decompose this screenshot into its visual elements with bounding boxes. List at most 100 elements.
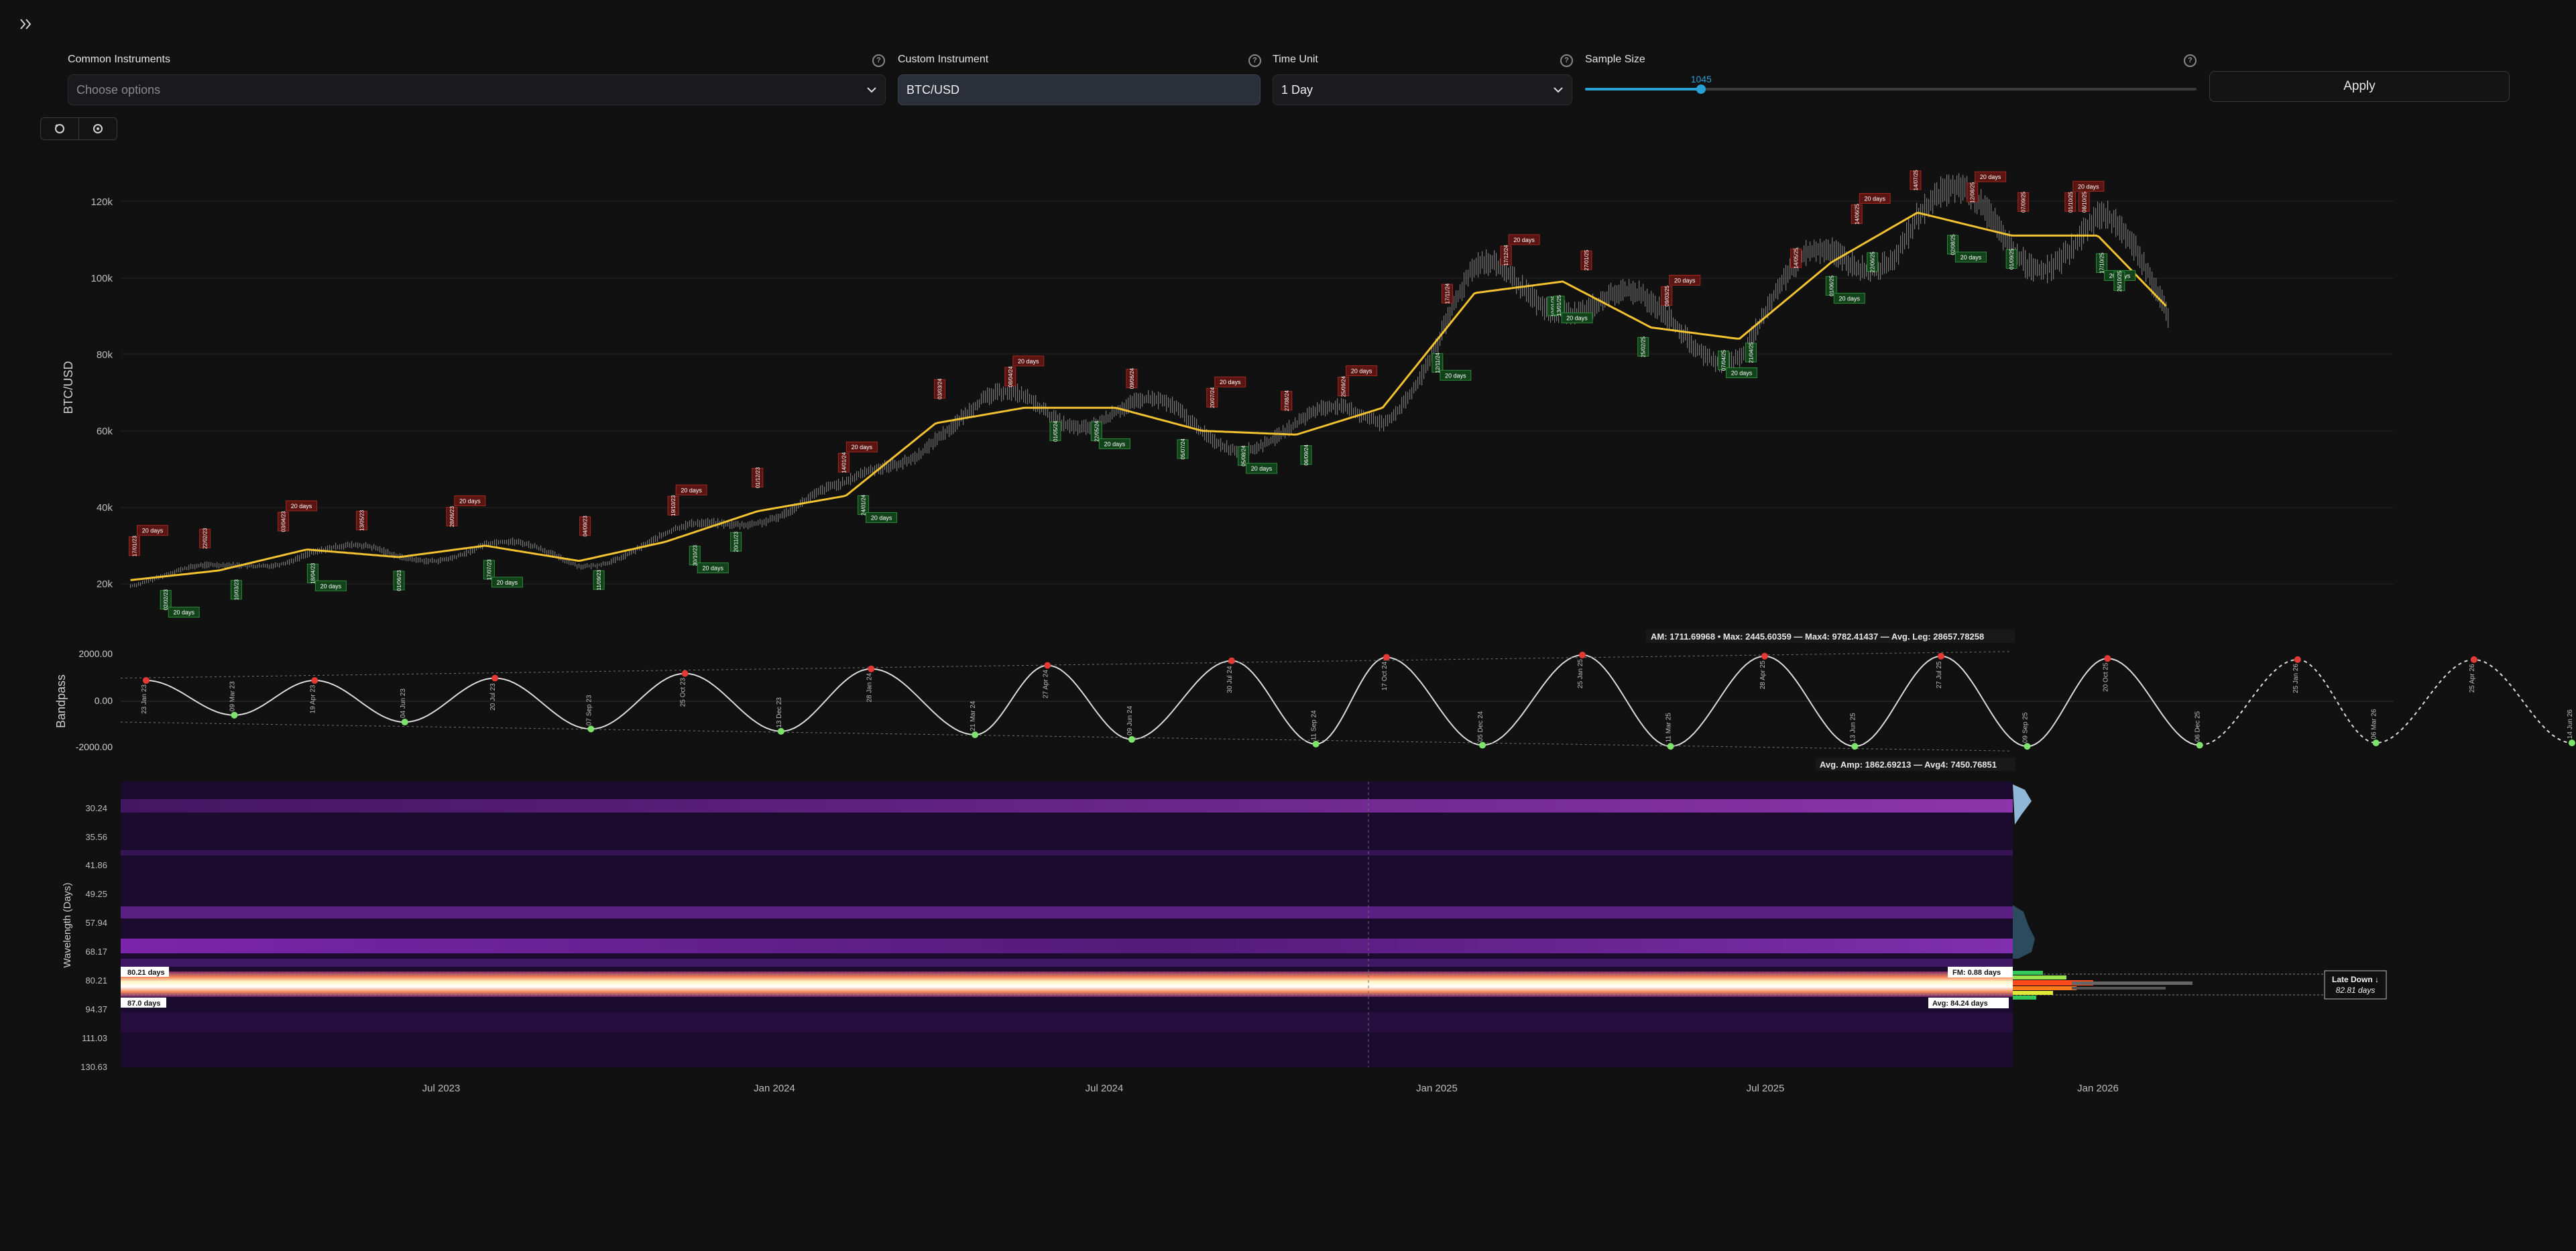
cycle-length-box (697, 562, 729, 574)
fm-label: FM: 0.88 days (1948, 967, 2013, 977)
cycle-date-text: 27/08/24 (1284, 390, 1290, 412)
bandpass-trough-point (401, 719, 408, 726)
common-instruments-select[interactable]: Choose options (68, 74, 886, 105)
bandpass-date-label: 09 Mar 23 (229, 681, 237, 711)
cycle-date-text: 04/09/23 (583, 516, 589, 537)
cycle-date-text: 17/01/23 (131, 536, 137, 557)
cycle-date-text: 14/07/25 (1913, 170, 1919, 191)
cycle-date-text: 25/09/24 (1341, 375, 1347, 397)
cycle-length-box (1098, 438, 1130, 449)
bandpass-date-label: 14 Jun 26 (2567, 709, 2574, 739)
cycle-length-text: 20 days (1864, 195, 1885, 202)
bandpass-peak-point (2470, 656, 2477, 663)
cycle-date-text: 09/06/24 (1129, 367, 1135, 389)
cycle-date-tag (1851, 204, 1863, 224)
spectrogram-band (121, 959, 2013, 967)
bandpass-peak-point (1937, 652, 1944, 660)
cycle-date-text: 20/07/24 (1210, 387, 1216, 408)
marker-top-text: 80.21 days (127, 969, 165, 977)
time-unit-select[interactable]: 1 Day (1273, 74, 1572, 105)
bandpass-trough-point (1851, 743, 1859, 750)
cycle-date-text: 12/08/25 (1970, 182, 1976, 203)
bandpass-trough-point (777, 727, 784, 735)
bandpass-ytick: -2000.00 (76, 741, 113, 752)
bandpass-trough-point (1667, 743, 1674, 750)
settings-button[interactable] (78, 117, 117, 140)
cycle-date-tag (1177, 439, 1189, 459)
slider-handle[interactable] (1696, 84, 1706, 94)
spectrogram-band (121, 850, 2013, 855)
bandpass-date-label: 05 Dec 24 (1477, 711, 1484, 741)
cycle-length-text: 20 days (142, 528, 164, 534)
cycle-date-text: 19/10/23 (670, 495, 677, 516)
common-help-icon[interactable]: ? (872, 54, 885, 67)
bandpass-trough-point (972, 731, 979, 739)
sample-size-slider[interactable]: 1045 (1585, 74, 2197, 101)
cycle-date-tag (593, 570, 605, 590)
bandpass-peak-point (868, 665, 875, 672)
cycle-date-tag (837, 453, 850, 473)
cycle-date-tag (128, 536, 140, 556)
refresh-button[interactable] (40, 117, 79, 140)
wavelength-marker-top: 80.21 days (121, 967, 169, 977)
fm-label-text: FM: 0.88 days (1952, 969, 2001, 977)
cycle-date-tag (1661, 286, 1673, 306)
cycle-length-text: 20 days (497, 579, 518, 586)
bandpass-trough-point (2196, 741, 2203, 749)
cycle-length-box (286, 500, 318, 512)
custom-help-icon[interactable]: ? (1248, 54, 1261, 67)
apply-button[interactable]: Apply (2209, 71, 2510, 102)
price-ytick: 120k (91, 196, 113, 208)
cycle-date-tag (278, 512, 290, 532)
cycle-status-value: 82.81 days (2336, 986, 2376, 995)
cycle-length-text: 20 days (1513, 237, 1535, 243)
spectrogram-ytick: 30.24 (85, 803, 107, 813)
time-unit-label: Time Unit (1273, 54, 1318, 65)
cycle-length-box (1859, 192, 1891, 204)
x-tick: Jul 2023 (422, 1083, 461, 1094)
bandpass-ytick: 0.00 (95, 695, 113, 706)
cycle-date-text: 10/03/23 (233, 579, 239, 601)
cycle-length-box (1214, 376, 1246, 388)
cycle-length-text: 20 days (1351, 368, 1372, 375)
custom-instrument-input[interactable]: BTC/USD (898, 74, 1261, 105)
cycle-date-tag (2064, 192, 2076, 212)
time-help-icon[interactable]: ? (1560, 54, 1573, 67)
time-unit-value: 1 Day (1281, 82, 1313, 97)
bandpass-date-label: 09 Jun 24 (1126, 706, 1134, 735)
cycle-length-text: 20 days (173, 609, 194, 616)
cycle-date-text: 11/09/23 (596, 569, 602, 590)
bandpass-date-label: 21 Mar 24 (970, 701, 977, 731)
cycle-date-text: 03/04/23 (281, 511, 287, 532)
cycle-date-text: 02/02/23 (163, 589, 169, 610)
cycle-date-tag (1500, 245, 1512, 265)
cycle-date-tag (1281, 391, 1293, 411)
cycle-length-text: 20 days (852, 444, 873, 451)
bandpass-peak-point (1383, 654, 1390, 661)
cycle-date-tag (667, 495, 679, 516)
cycle-length-text: 20 days (1839, 295, 1861, 302)
smoothed-price-line (130, 212, 2167, 581)
cycle-date-tag (1431, 353, 1444, 373)
cycle-date-text: 08/04/24 (1008, 366, 1014, 388)
cycle-length-box (1246, 463, 1278, 474)
cycle-length-box (168, 607, 200, 618)
sample-help-icon[interactable]: ? (2184, 54, 2197, 67)
cycle-length-text: 20 days (1104, 440, 1126, 447)
bandpass-plot: 23 Jan 23 09 Mar 23 19 Apr 23 04 Jun 23 20 J… (120, 651, 2575, 752)
cycle-status-box: Late Down ↓ 82.81 days (2324, 970, 2387, 1000)
gear-icon (93, 124, 103, 133)
wavelength-marker-bottom: 87.0 days (121, 998, 166, 1008)
cycle-date-text: 21/04/25 (1748, 342, 1754, 363)
cycle-date-tag (2005, 249, 2017, 269)
bandpass-date-label: 07 Sep 23 (585, 695, 593, 725)
cycle-length-box (454, 495, 486, 507)
expand-sidebar-button[interactable] (17, 16, 36, 32)
cycle-date-tag (1745, 343, 1757, 363)
cycle-date-tag (1553, 296, 1565, 316)
price-ytick: 40k (97, 502, 113, 514)
cycle-length-text: 20 days (320, 583, 342, 589)
bandpass-trough-point (1128, 735, 1135, 743)
bandpass-date-label: 23 Jan 23 (141, 684, 148, 714)
cycle-length-text: 20 days (1251, 465, 1273, 472)
